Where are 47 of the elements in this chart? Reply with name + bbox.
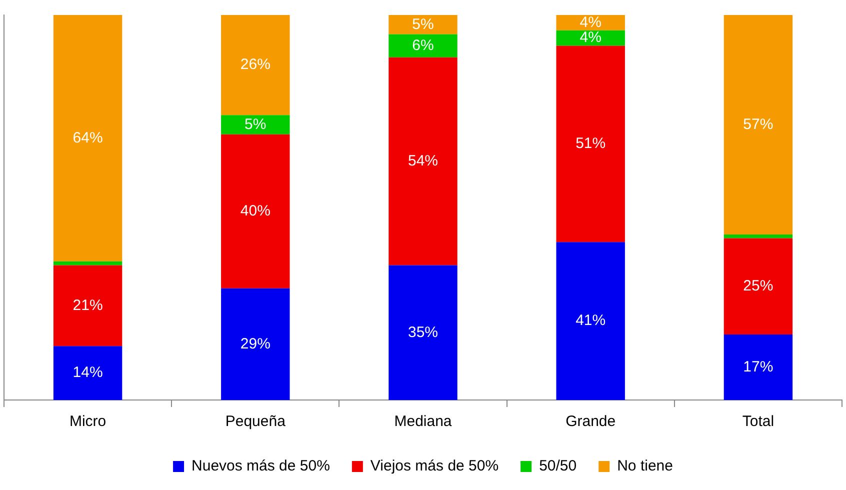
- bar: [221, 288, 290, 400]
- data-label: 40%: [240, 202, 270, 220]
- data-label: 26%: [240, 56, 270, 74]
- bar: [388, 15, 458, 34]
- legend-label: Nuevos más de 50%: [192, 458, 330, 475]
- bar: [556, 242, 625, 400]
- data-label: 4%: [580, 14, 602, 31]
- data-label: 25%: [743, 278, 774, 295]
- bar: [221, 15, 290, 116]
- data-label: 4%: [580, 29, 602, 46]
- bar: [388, 265, 458, 400]
- bar: [53, 261, 122, 266]
- legend-label: Viejos más de 50%: [370, 458, 499, 475]
- bar: [221, 115, 290, 134]
- bar: [53, 15, 122, 262]
- legend-label: No tiene: [617, 458, 673, 475]
- bar: [388, 57, 458, 266]
- bar: [724, 334, 793, 400]
- data-label: 5%: [412, 16, 434, 33]
- bar: [556, 15, 625, 30]
- data-label: 54%: [408, 152, 438, 170]
- data-label: 14%: [72, 364, 103, 382]
- data-label: 57%: [743, 116, 774, 133]
- bar: [221, 134, 290, 288]
- bar: [724, 238, 793, 335]
- data-label: 5%: [244, 116, 266, 133]
- x-tick-label: Pequeña: [225, 413, 286, 430]
- bar: [388, 34, 458, 58]
- bar: [53, 346, 122, 400]
- x-tick-label: Grande: [566, 413, 616, 430]
- legend-label: 50/50: [539, 458, 577, 475]
- bar: [724, 234, 793, 238]
- data-label: 21%: [72, 296, 103, 314]
- bar: [556, 30, 625, 46]
- bar: [724, 15, 793, 234]
- bar: [53, 265, 122, 346]
- data-label: 35%: [408, 324, 438, 341]
- data-label: 64%: [72, 129, 103, 146]
- x-tick-label: Total: [742, 413, 774, 430]
- data-label: 51%: [576, 135, 606, 152]
- data-label: 29%: [240, 335, 270, 352]
- bar: [556, 46, 625, 242]
- data-label: 17%: [743, 358, 774, 376]
- data-label: 41%: [576, 312, 606, 330]
- x-tick-label: Mediana: [394, 413, 452, 430]
- data-label: 6%: [412, 36, 434, 54]
- x-tick-label: Micro: [69, 413, 106, 430]
